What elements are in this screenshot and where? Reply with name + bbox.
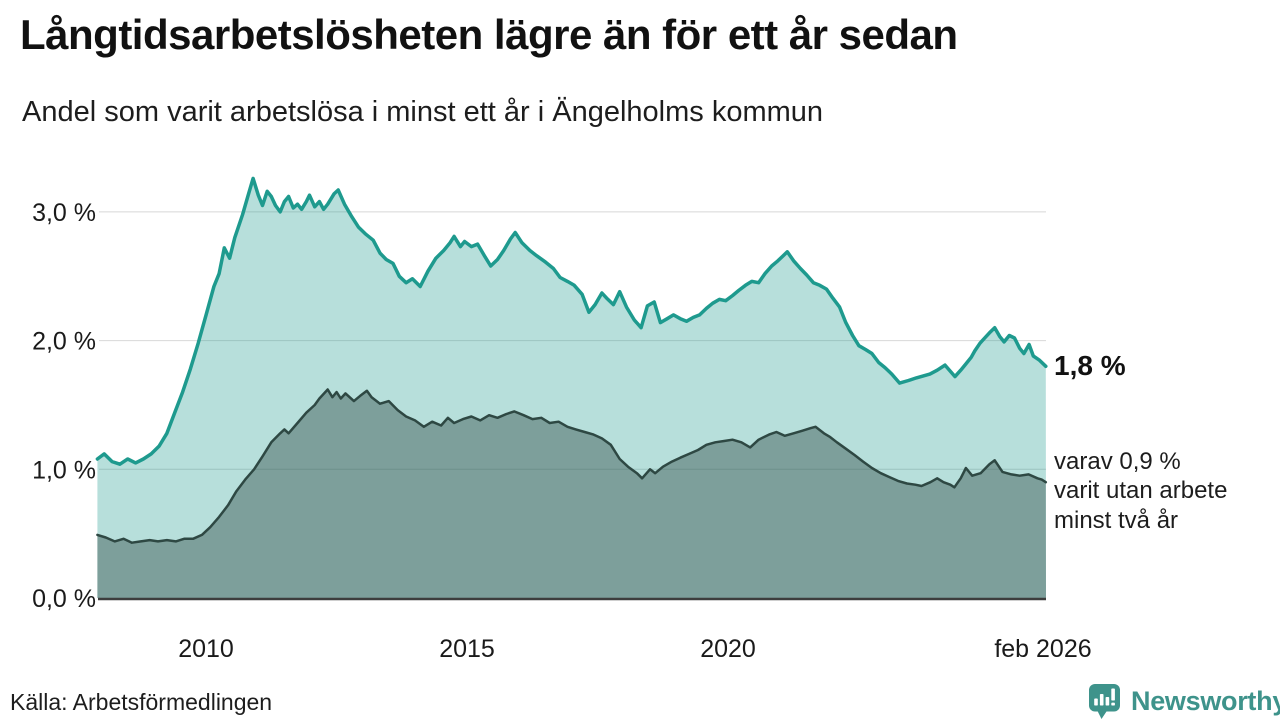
x-axis-tick-label: feb 2026 [994, 635, 1091, 663]
newsworthy-bubble-chart-icon [1089, 684, 1120, 719]
x-axis-tick-label: 2020 [700, 635, 756, 663]
chart-subtitle: Andel som varit arbetslösa i minst ett å… [22, 96, 824, 128]
newsworthy-wordmark: Newsworthy [1131, 685, 1280, 716]
newsworthy-logo: Newsworthy [1086, 682, 1280, 720]
series-line-min-two-years [96, 388, 1048, 544]
chart-title: Långtidsarbetslösheten lägre än för ett … [20, 11, 958, 58]
x-axis-tick-label: 2015 [439, 635, 495, 663]
source-text: Källa: Arbetsförmedlingen [10, 689, 273, 715]
y-axis-tick-label: 1,0 % [32, 456, 96, 484]
sub-series-annotation: varav 0,9 % varit utan arbete minst två … [1054, 448, 1228, 534]
area-fill-min-one-year [97, 178, 1046, 598]
series-line-min-one-year [95, 176, 1048, 466]
latest-value-label: 1,8 % [1054, 350, 1126, 381]
area-fill-min-two-years [97, 389, 1046, 598]
y-axis-tick-label: 0,0 % [32, 585, 96, 613]
y-axis-tick-label: 3,0 % [32, 199, 96, 227]
x-axis-tick-label: 2010 [178, 635, 234, 663]
y-axis-tick-label: 2,0 % [32, 328, 96, 356]
